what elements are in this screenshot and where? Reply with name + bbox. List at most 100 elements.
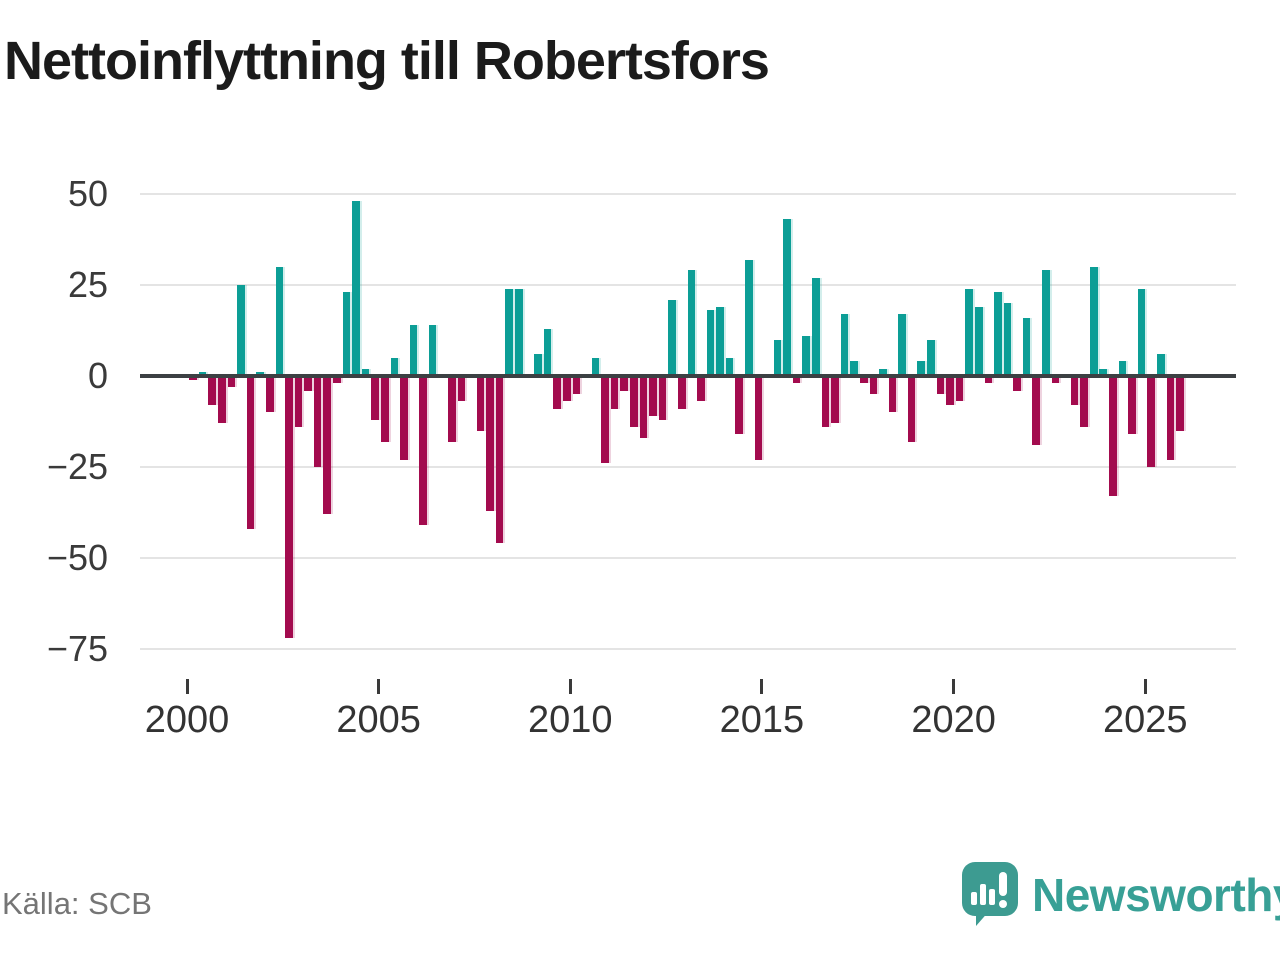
bar [697, 376, 705, 402]
bar [994, 292, 1002, 376]
bar [1032, 376, 1041, 446]
y-tick-label: 50 [67, 173, 108, 214]
bar [476, 376, 485, 431]
bar [218, 376, 226, 424]
bar [639, 376, 648, 438]
x-axis-tick [185, 679, 189, 694]
bar [371, 376, 379, 420]
gridline [140, 466, 1236, 468]
bar [208, 376, 217, 406]
bar [744, 259, 753, 376]
bar [591, 357, 600, 376]
y-tick-label: 25 [67, 264, 108, 305]
source-note: Källa: SCB [2, 886, 152, 921]
bar [907, 376, 916, 442]
bar [1042, 270, 1050, 376]
bar [1022, 317, 1031, 376]
newsworthy-wordmark: Newsworthy [1032, 869, 1280, 921]
bar [620, 376, 629, 391]
bar [390, 357, 399, 376]
bar [792, 376, 801, 384]
bar [658, 376, 667, 420]
bar [342, 292, 351, 376]
bar [304, 376, 312, 391]
bar [946, 376, 954, 406]
x-axis-tick [377, 679, 381, 694]
gridline [140, 648, 1236, 650]
logo-exclamation-dot-icon [999, 900, 1007, 908]
bar [725, 357, 734, 376]
bar [1176, 376, 1184, 431]
x-tick-label: 2005 [336, 699, 421, 741]
bar [246, 376, 255, 529]
bar [1118, 361, 1127, 376]
newsworthy-logo: Newsworthy [960, 860, 1280, 932]
bar [859, 376, 868, 384]
bar [754, 376, 763, 460]
bar [515, 288, 523, 376]
bar [428, 325, 437, 376]
bar [735, 376, 743, 435]
bar [495, 376, 504, 544]
bar [927, 339, 935, 376]
bar [553, 376, 561, 409]
bar [323, 376, 332, 515]
bar [984, 376, 993, 384]
bar [898, 314, 906, 376]
bar [630, 376, 638, 427]
bar [294, 376, 303, 427]
x-tick-label: 2025 [1102, 699, 1188, 741]
bar [313, 376, 322, 467]
bar [457, 376, 466, 402]
x-axis-tick [1143, 679, 1147, 694]
bar [285, 376, 293, 639]
bar [237, 285, 245, 376]
y-tick-label: 0 [87, 355, 108, 396]
bar [265, 376, 274, 413]
bar [869, 376, 878, 395]
bar [716, 306, 724, 376]
bar [505, 288, 514, 376]
bar [227, 376, 236, 387]
bar [840, 314, 849, 376]
bar [917, 361, 926, 376]
bar [1070, 376, 1079, 406]
bar [352, 201, 360, 376]
gridline [140, 193, 1236, 195]
bar [706, 310, 715, 376]
bar [1099, 368, 1108, 376]
bar [1051, 376, 1060, 384]
bar [649, 376, 657, 417]
bar [965, 288, 973, 376]
bar [1003, 303, 1012, 376]
bar [677, 376, 686, 409]
logo-bar-icon [980, 884, 986, 905]
y-tick-label: −25 [46, 446, 108, 487]
bar [409, 325, 418, 376]
x-tick-label: 2000 [144, 699, 230, 741]
x-tick-label: 2020 [911, 699, 996, 741]
bar [1147, 376, 1155, 467]
bar [1156, 354, 1165, 376]
bar [802, 335, 811, 376]
x-tick-label: 2010 [528, 699, 613, 741]
bar [1128, 376, 1136, 435]
bar [668, 299, 676, 376]
bar [1109, 376, 1117, 497]
bar [447, 376, 456, 442]
bar [955, 376, 964, 402]
bar [936, 376, 945, 395]
bar [821, 376, 830, 427]
logo-exclamation-icon [999, 872, 1007, 896]
bar [361, 368, 370, 376]
bar [974, 306, 983, 376]
bar [1166, 376, 1175, 460]
x-axis-tick [952, 679, 956, 694]
y-tick-label: −50 [46, 537, 108, 578]
logo-bubble-tail [976, 910, 990, 926]
bar [572, 376, 581, 395]
bar [812, 277, 820, 376]
bar [534, 354, 542, 376]
x-axis-tick [760, 679, 764, 694]
